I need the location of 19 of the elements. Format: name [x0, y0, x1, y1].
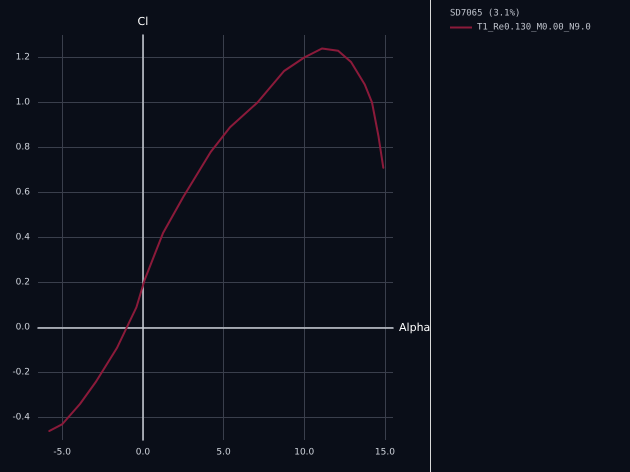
y-axis-title: Cl — [138, 15, 148, 28]
y-tick-label: 0.0 — [16, 322, 30, 332]
x-tick-label: 10.0 — [294, 448, 315, 458]
y-tick-label: -0.2 — [12, 368, 30, 378]
x-tick-label: 0.0 — [136, 448, 150, 458]
x-tick-label: -5.0 — [53, 448, 72, 458]
legend-label: T1_Re0.130_M0.00_N9.0 — [477, 22, 591, 32]
y-tick-label: 0.6 — [16, 188, 30, 198]
x-axis-title: Alpha — [399, 321, 430, 334]
y-tick-label: -0.4 — [12, 412, 30, 422]
y-tick-label: 1.2 — [16, 52, 30, 62]
line-series — [48, 48, 384, 432]
x-tick-label: 5.0 — [216, 448, 231, 458]
y-tick-label: 0.2 — [16, 278, 30, 288]
y-tick-label: 0.8 — [16, 142, 30, 152]
y-tick-label: 1.0 — [16, 98, 30, 108]
x-tick-label: 15.0 — [374, 448, 396, 458]
legend-title: SD7065 (3.1%) — [450, 8, 520, 18]
y-tick-label: 0.4 — [16, 232, 30, 242]
